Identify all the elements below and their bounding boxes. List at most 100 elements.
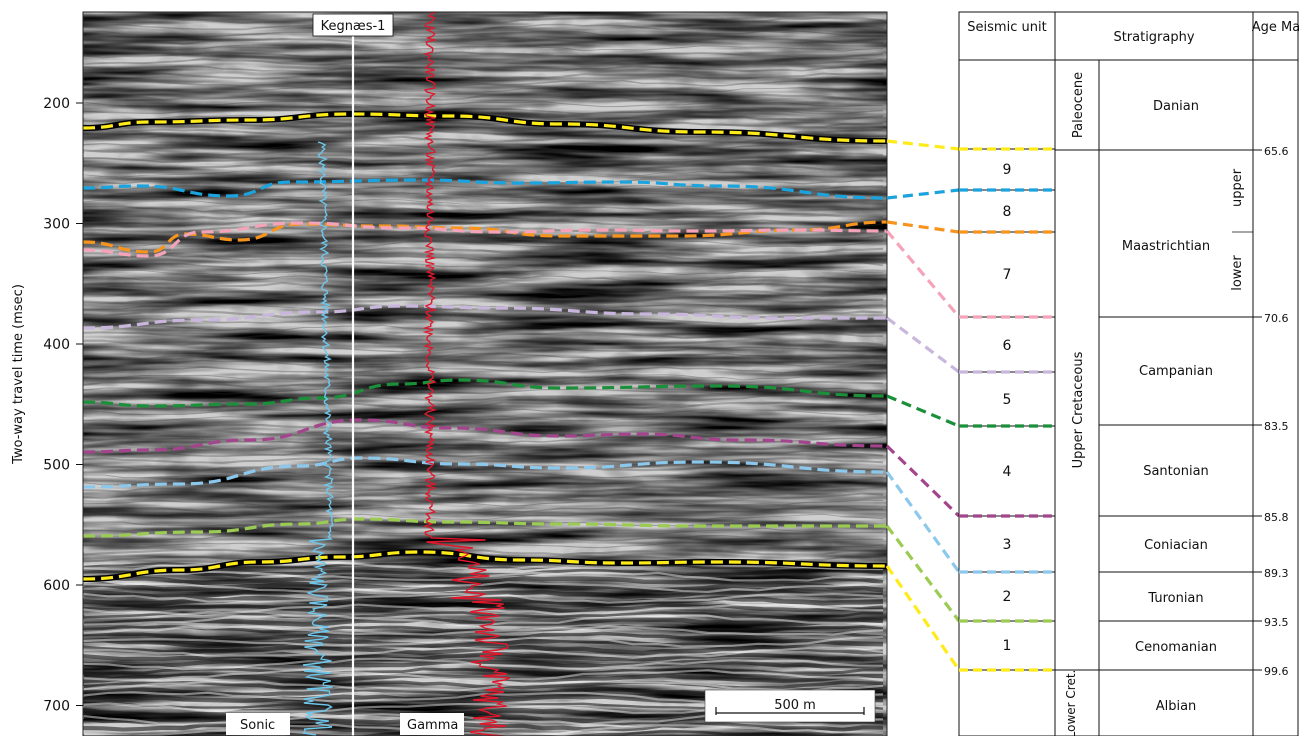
connector-lightblue <box>885 471 961 573</box>
reflector-line <box>83 345 884 353</box>
reflector-line <box>83 394 884 403</box>
reflector-line <box>83 142 884 150</box>
reflector-line <box>83 71 884 80</box>
reflector-line <box>83 232 884 241</box>
age-label: 70.6 <box>1264 312 1289 325</box>
reflector-line <box>83 603 884 613</box>
unit-number: 8 <box>1003 204 1012 220</box>
scale-bar-label: 500 m <box>774 698 816 713</box>
reflector-line <box>83 722 884 733</box>
stage-coniacian: Coniacian <box>1144 538 1208 553</box>
reflector-line <box>83 637 884 649</box>
unit-number: 4 <box>1003 464 1012 480</box>
reflector-line <box>83 57 884 66</box>
unit-boundaries <box>959 147 1055 672</box>
reflector-line <box>83 170 884 178</box>
y-tick-label: 200 <box>43 96 70 112</box>
connector-lightgreen <box>885 525 961 622</box>
age-ticks: 65.6 70.6 83.5 85.8 89.3 93.5 99.6 <box>1232 145 1289 678</box>
age-label: 89.3 <box>1264 567 1289 580</box>
stage-cenomanian: Cenomanian <box>1135 640 1217 655</box>
horizon-purple <box>83 418 887 454</box>
reflector-line <box>83 422 884 430</box>
connector-pink <box>885 229 961 319</box>
sonic-label: Sonic <box>240 718 275 733</box>
reflector-line <box>83 275 884 283</box>
stage-campanian: Campanian <box>1139 364 1213 379</box>
reflector-line <box>83 135 884 144</box>
reflector-line <box>83 260 884 269</box>
horizon-connectors <box>885 139 961 671</box>
seismic-panel <box>83 12 887 736</box>
reflector-line <box>83 401 884 410</box>
reflector-line <box>83 295 884 305</box>
well-label-box <box>312 13 394 37</box>
unit-number: 6 <box>1003 338 1012 354</box>
reflector-line <box>83 680 884 690</box>
horizon-lavender <box>83 304 887 330</box>
reflector-line <box>83 471 884 479</box>
age-label: 83.5 <box>1264 420 1289 433</box>
horizon-blue <box>83 178 887 200</box>
reflector-line <box>83 387 884 395</box>
reflector-bright <box>83 625 884 636</box>
sonic-log-curve <box>302 141 335 736</box>
reflector-line <box>83 177 884 185</box>
reflector-bright <box>83 636 884 648</box>
reflector-line <box>83 289 884 298</box>
reflector-line <box>83 624 884 634</box>
reflector-line <box>83 51 884 59</box>
age-label: 99.6 <box>1264 665 1289 678</box>
reflector-line <box>83 37 884 45</box>
reflector-line <box>83 107 884 115</box>
reflector-line <box>83 23 884 31</box>
reflector-bright <box>83 680 884 693</box>
reflector-bright <box>83 646 884 659</box>
reflector-line <box>83 247 884 256</box>
connector-blue <box>886 188 960 200</box>
stage-turonian: Turonian <box>1147 591 1203 606</box>
unit-numbers: 9 8 7 6 5 4 3 2 1 <box>1003 162 1012 654</box>
series-lower-cret-1: Lower Cret. <box>1064 670 1078 736</box>
unit-number: 2 <box>1003 589 1012 605</box>
reflector-line <box>83 254 884 262</box>
series-upper-cretaceous: Upper Cretaceous <box>1071 351 1086 468</box>
reflector-bright <box>83 581 884 594</box>
reflector-line <box>83 198 884 206</box>
connector-lavender <box>886 316 960 374</box>
gamma-label: Gamma <box>407 718 458 733</box>
connector-yellow <box>885 565 961 671</box>
reflector-line <box>83 359 884 367</box>
connector-orange <box>886 220 960 234</box>
sonic-label-box <box>226 713 290 735</box>
reflector-line <box>83 499 884 507</box>
unit-number: 7 <box>1003 267 1012 283</box>
reflector-line <box>83 205 884 213</box>
reflector-line <box>83 667 884 676</box>
gamma-label-box <box>400 713 464 735</box>
reflector-line <box>83 352 884 360</box>
reflector-line <box>83 542 884 549</box>
reflector-bright <box>83 723 884 736</box>
reflector-line <box>83 148 884 157</box>
reflector-line <box>83 464 884 473</box>
y-tick-label: 700 <box>43 699 70 715</box>
reflector-line <box>83 610 884 619</box>
seismic-reflectors <box>83 16 884 736</box>
unit-number: 1 <box>1003 638 1012 654</box>
gamma-log-curve <box>422 12 510 736</box>
reflector-line <box>83 268 884 276</box>
header-age: Age Ma <box>1252 20 1299 35</box>
y-axis: 200 300 400 500 600 700 <box>43 96 83 715</box>
reflector-line <box>83 156 884 164</box>
horizon-pink <box>83 221 887 258</box>
reflector-line <box>83 162 884 172</box>
reflector-line <box>83 436 884 444</box>
reflector-line <box>83 415 884 423</box>
reflector-line <box>83 212 884 221</box>
connector-yellow <box>886 139 960 151</box>
y-axis-label: Two-way travel time (msec) <box>11 284 26 465</box>
reflector-bright <box>83 657 884 671</box>
reflector-line <box>83 337 884 346</box>
